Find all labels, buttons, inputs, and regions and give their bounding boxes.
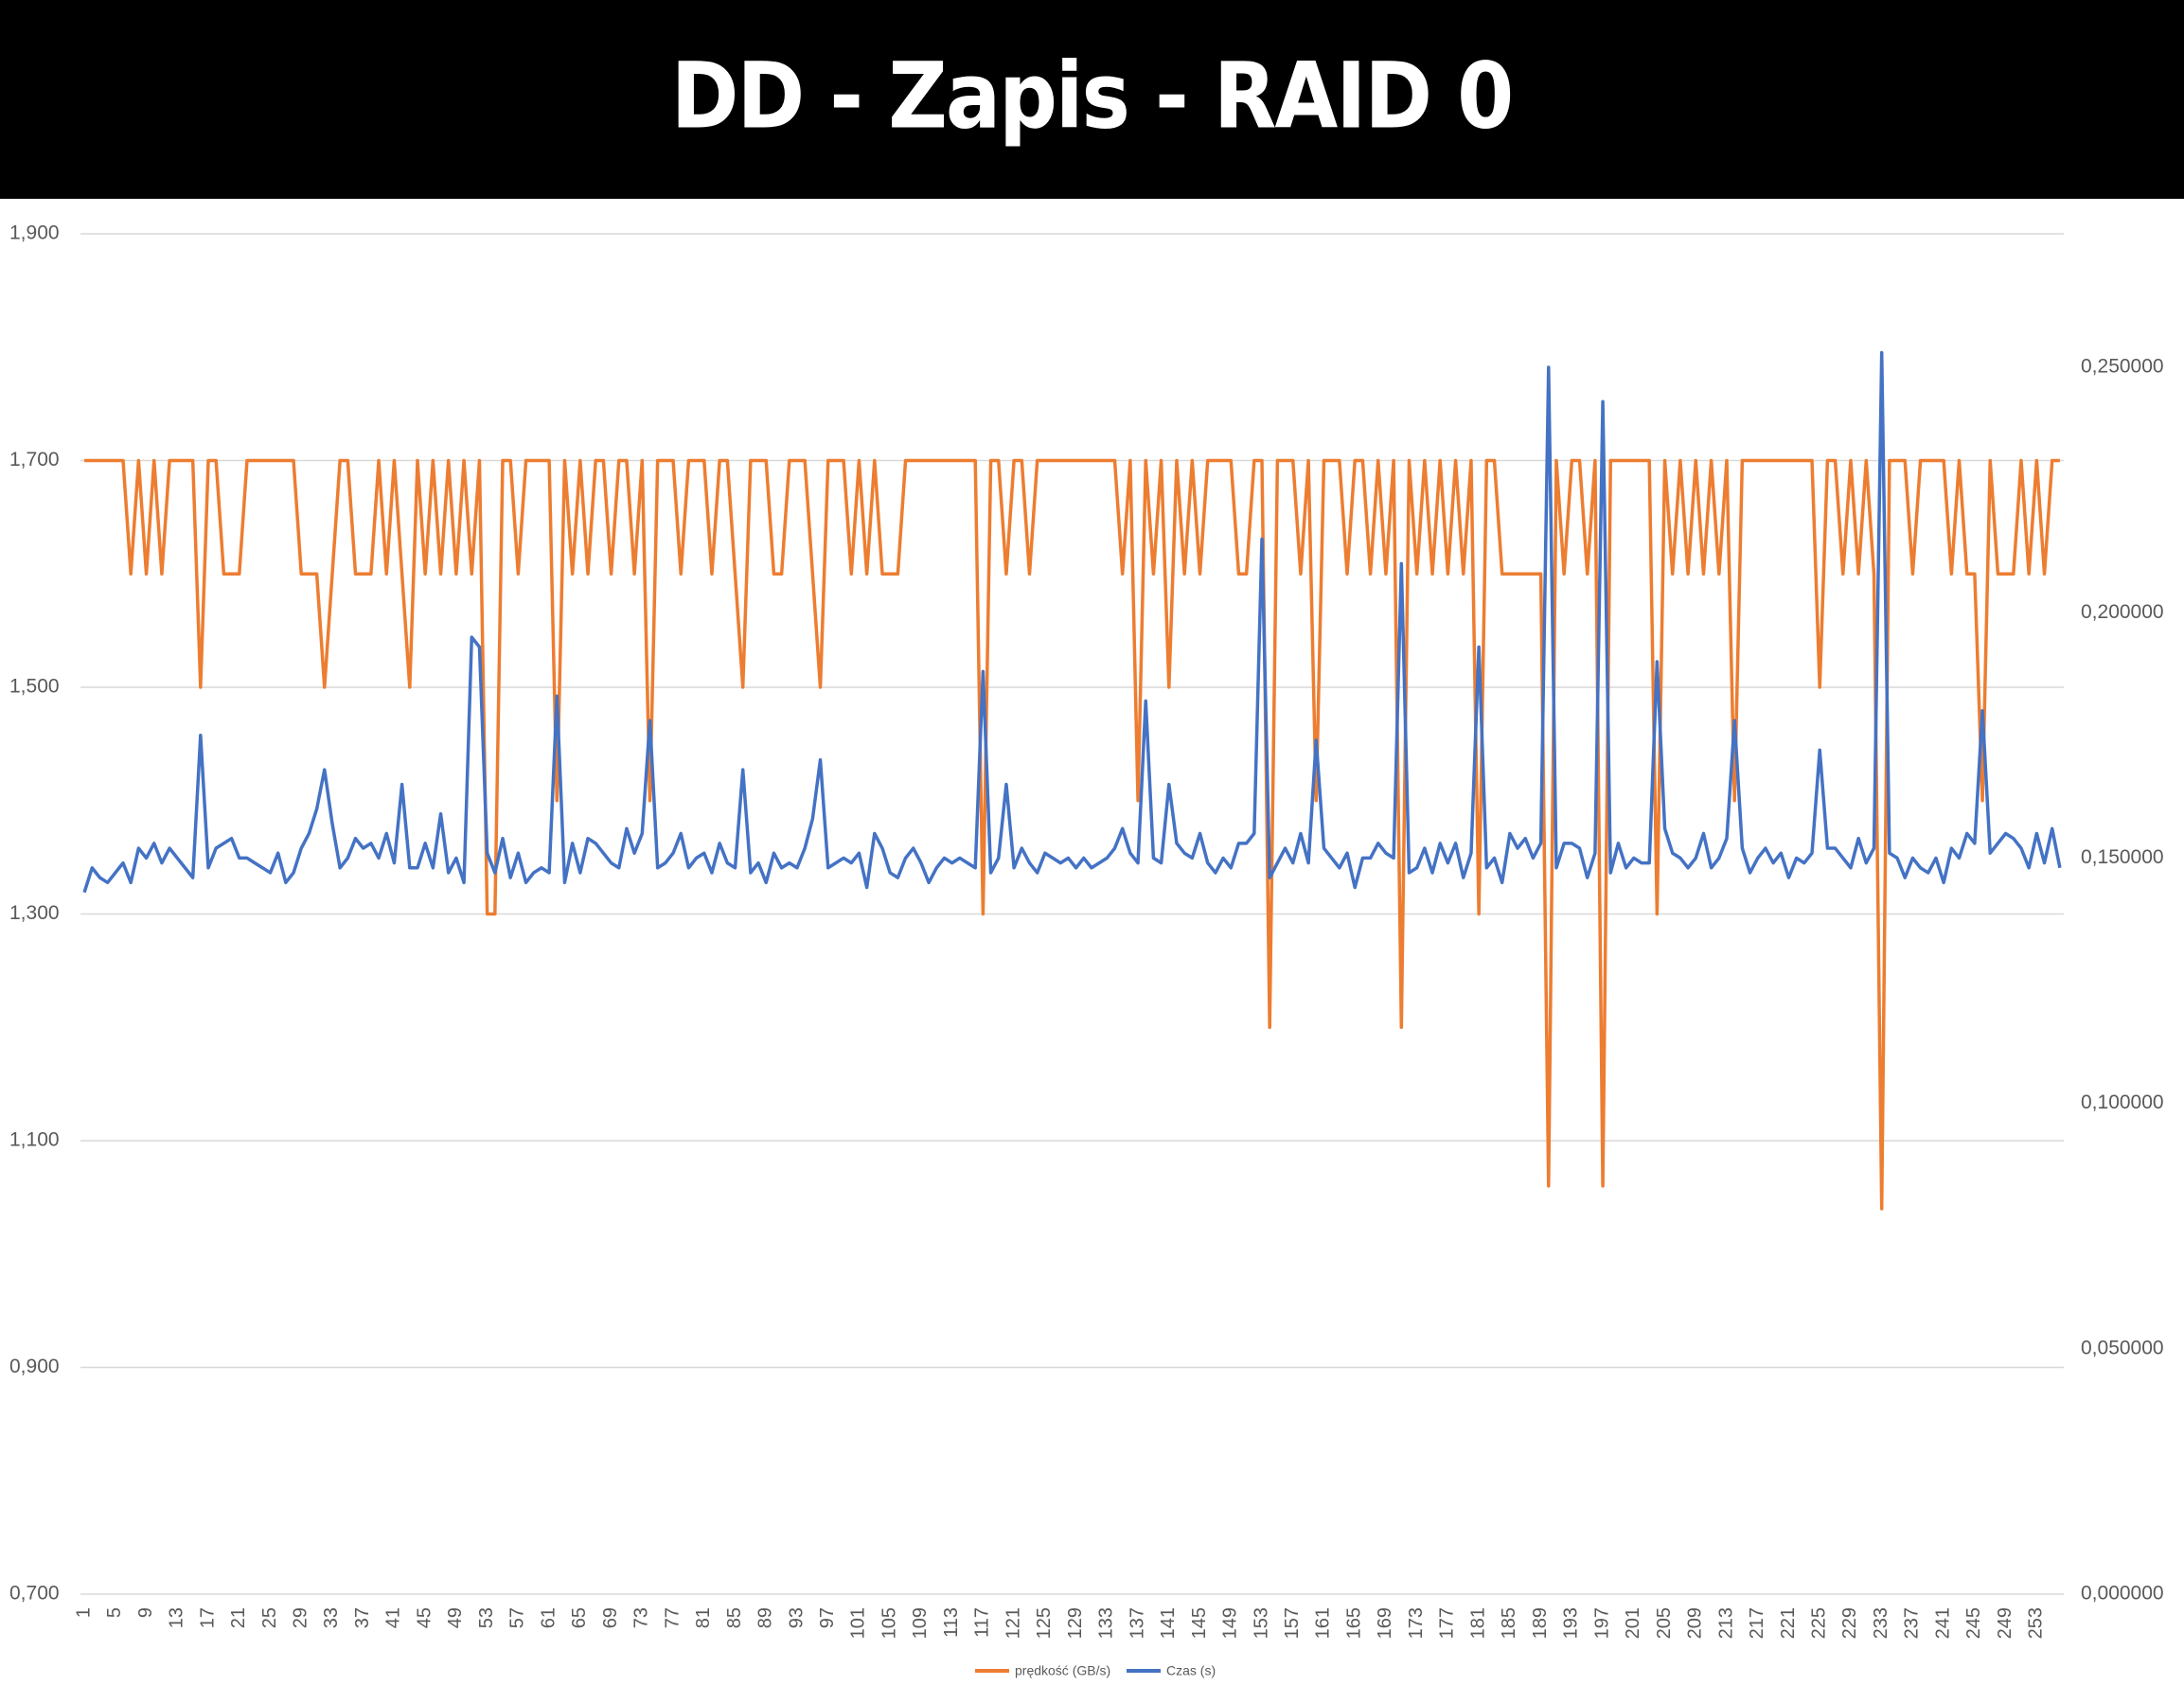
x-tick-label: 89 — [755, 1607, 776, 1628]
x-tick-label: 45 — [414, 1607, 435, 1628]
x-tick-label: 97 — [817, 1607, 838, 1628]
y-tick-label: 1,700 — [9, 449, 60, 470]
x-tick-label: 233 — [1871, 1607, 1891, 1639]
x-tick-label: 65 — [569, 1607, 590, 1628]
x-tick-label: 37 — [352, 1607, 373, 1628]
x-tick-label: 149 — [1220, 1607, 1241, 1639]
series-line — [82, 350, 2062, 894]
x-tick-label: 241 — [1932, 1607, 1953, 1639]
x-tick-label: 189 — [1530, 1607, 1551, 1639]
x-tick-label: 61 — [538, 1607, 559, 1628]
x-tick-label: 205 — [1654, 1607, 1675, 1639]
x-tick-label: 229 — [1839, 1607, 1860, 1639]
legend-label: prędkość (GB/s) — [1015, 1663, 1110, 1678]
x-tick-label: 53 — [476, 1607, 497, 1628]
x-tick-label: 185 — [1499, 1607, 1519, 1639]
y2-tick-label: 0,150000 — [2081, 846, 2164, 868]
x-tick-label: 109 — [910, 1607, 931, 1639]
y2-tick-label: 0,100000 — [2081, 1091, 2164, 1113]
x-tick-label: 25 — [259, 1607, 280, 1628]
x-tick-label: 21 — [228, 1607, 249, 1628]
y-tick-label: 0,900 — [9, 1356, 60, 1377]
x-tick-label: 181 — [1467, 1607, 1488, 1639]
y2-tick-label: 0,200000 — [2081, 601, 2164, 623]
x-tick-label: 145 — [1189, 1607, 1210, 1639]
x-tick-label: 153 — [1251, 1607, 1271, 1639]
x-tick-label: 217 — [1747, 1607, 1767, 1639]
x-tick-label: 5 — [104, 1607, 125, 1618]
y2-tick-label: 0,050000 — [2081, 1337, 2164, 1358]
x-tick-label: 157 — [1282, 1607, 1303, 1639]
x-tick-label: 41 — [383, 1607, 404, 1628]
x-tick-label: 17 — [197, 1607, 218, 1628]
legend-label: Czas (s) — [1166, 1663, 1216, 1678]
title-bar — [0, 0, 2184, 199]
x-tick-label: 13 — [167, 1607, 187, 1628]
x-tick-label: 73 — [631, 1607, 652, 1628]
x-tick-label: 249 — [1995, 1607, 2015, 1639]
x-tick-label: 161 — [1313, 1607, 1334, 1639]
x-tick-label: 225 — [1808, 1607, 1829, 1639]
x-tick-label: 81 — [693, 1607, 714, 1628]
x-tick-label: 101 — [848, 1607, 869, 1639]
x-tick-label: 245 — [1963, 1607, 1984, 1639]
x-tick-label: 49 — [445, 1607, 466, 1628]
x-tick-label: 141 — [1158, 1607, 1179, 1639]
x-tick-label: 213 — [1715, 1607, 1736, 1639]
x-tick-label: 93 — [786, 1607, 807, 1628]
x-tick-label: 221 — [1778, 1607, 1799, 1639]
y-tick-label: 1,500 — [9, 676, 60, 698]
x-tick-label: 129 — [1065, 1607, 1086, 1639]
x-tick-label: 85 — [724, 1607, 745, 1628]
y-tick-label: 1,300 — [9, 902, 60, 924]
x-tick-label: 121 — [1003, 1607, 1023, 1639]
y-tick-label: 0,700 — [9, 1583, 60, 1605]
x-tick-label: 209 — [1685, 1607, 1706, 1639]
y2-tick-label: 0,250000 — [2081, 356, 2164, 378]
x-tick-label: 237 — [1902, 1607, 1923, 1639]
x-tick-label: 69 — [600, 1607, 621, 1628]
x-tick-label: 253 — [2026, 1607, 2047, 1639]
x-tick-label: 173 — [1406, 1607, 1427, 1639]
x-tick-label: 29 — [291, 1607, 311, 1628]
x-tick-label: 9 — [135, 1607, 156, 1618]
x-tick-label: 177 — [1437, 1607, 1458, 1639]
x-tick-label: 57 — [507, 1607, 528, 1628]
x-tick-label: 33 — [321, 1607, 342, 1628]
y-tick-label: 1,100 — [9, 1129, 60, 1151]
y2-tick-label: 0,000000 — [2081, 1583, 2164, 1605]
x-tick-label: 201 — [1623, 1607, 1643, 1639]
x-tick-label: 77 — [662, 1607, 683, 1628]
x-tick-label: 137 — [1127, 1607, 1147, 1639]
x-tick-label: 113 — [941, 1607, 962, 1638]
chart-title: DD - Zapis - RAID 0 — [671, 43, 1512, 149]
x-tick-label: 105 — [879, 1607, 899, 1639]
x-tick-label: 169 — [1375, 1607, 1395, 1639]
x-tick-label: 193 — [1561, 1607, 1582, 1639]
x-tick-label: 125 — [1034, 1607, 1055, 1639]
x-tick-label: 1 — [73, 1607, 94, 1618]
x-tick-label: 197 — [1591, 1607, 1612, 1639]
x-tick-label: 133 — [1096, 1607, 1117, 1639]
x-tick-label: 165 — [1343, 1607, 1364, 1639]
series-line — [84, 458, 2060, 1211]
y-tick-label: 1,900 — [9, 222, 60, 244]
x-tick-label: 117 — [972, 1607, 993, 1638]
